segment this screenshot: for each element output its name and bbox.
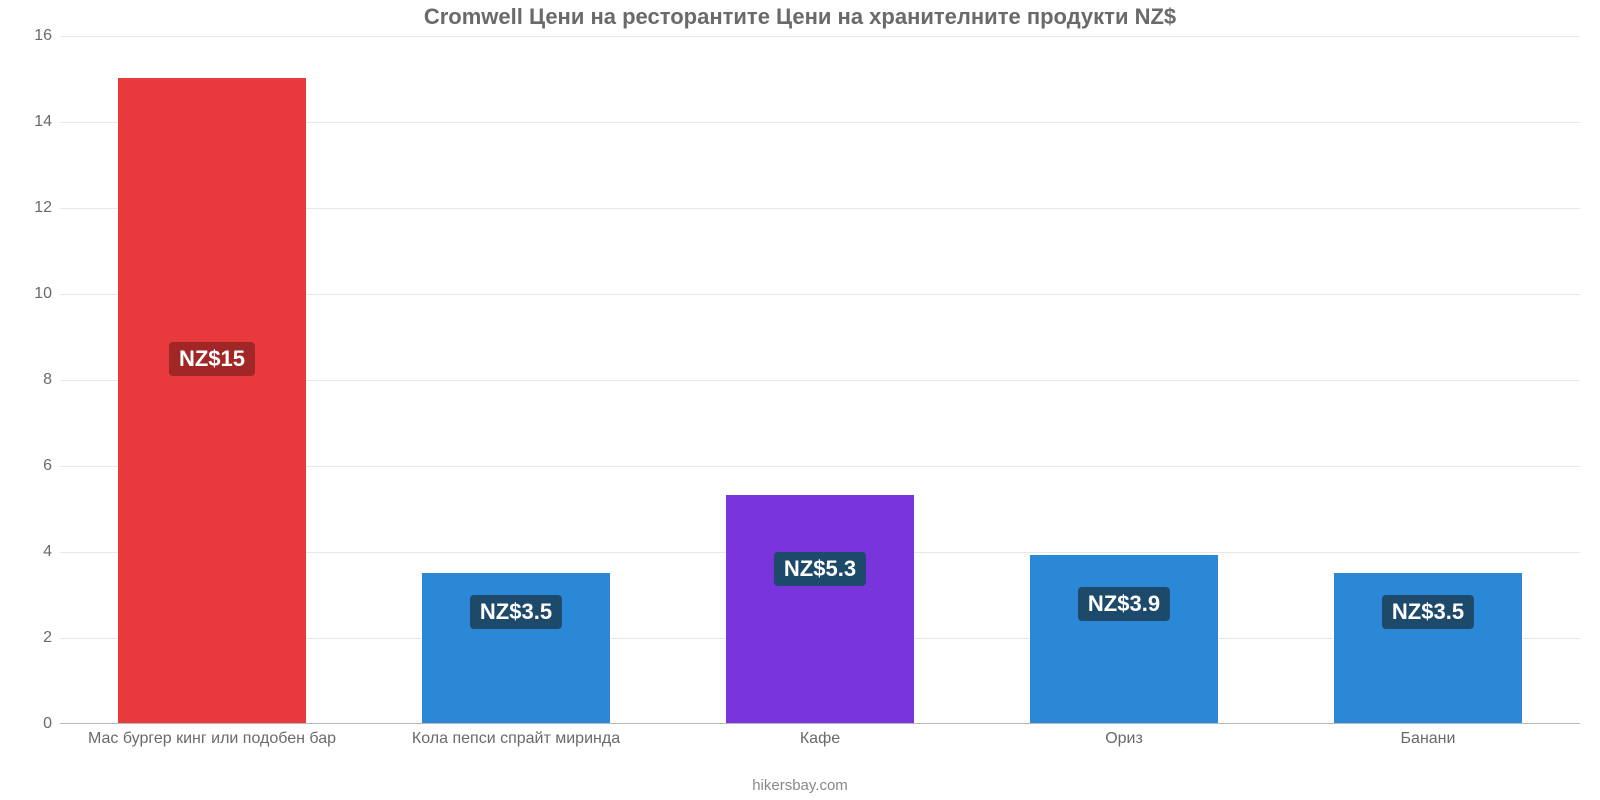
plot-area: NZ$15 NZ$3.5 NZ$5.3 NZ$3.9 NZ$3.5	[60, 36, 1580, 724]
x-tick-label: Банани	[1401, 730, 1456, 748]
value-badge: NZ$3.9	[1078, 587, 1170, 621]
x-tick-label: Мас бургер кинг или подобен бар	[88, 730, 336, 748]
y-tick-label: 4	[12, 543, 52, 561]
x-tick-label: Ориз	[1105, 730, 1143, 748]
gridline	[60, 380, 1580, 381]
y-tick-label: 8	[12, 371, 52, 389]
bar	[726, 495, 914, 723]
bar	[1030, 555, 1218, 723]
value-badge: NZ$5.3	[774, 552, 866, 586]
x-tick-label: Кола пепси спрайт миринда	[412, 730, 620, 748]
value-badge: NZ$15	[169, 342, 255, 376]
price-bar-chart: Cromwell Цени на ресторантите Цени на хр…	[0, 0, 1600, 800]
gridline	[60, 294, 1580, 295]
chart-title: Cromwell Цени на ресторантите Цени на хр…	[0, 4, 1600, 30]
bar	[422, 573, 610, 724]
y-tick-label: 10	[12, 285, 52, 303]
gridline	[60, 208, 1580, 209]
value-badge: NZ$3.5	[1382, 595, 1474, 629]
bar	[1334, 573, 1522, 724]
gridline	[60, 638, 1580, 639]
attribution-text: hikersbay.com	[0, 777, 1600, 794]
gridline	[60, 552, 1580, 553]
y-tick-label: 12	[12, 199, 52, 217]
y-tick-label: 6	[12, 457, 52, 475]
gridline	[60, 122, 1580, 123]
y-tick-label: 0	[12, 715, 52, 733]
y-tick-label: 14	[12, 113, 52, 131]
y-tick-label: 16	[12, 27, 52, 45]
y-tick-label: 2	[12, 629, 52, 647]
value-badge: NZ$3.5	[470, 595, 562, 629]
x-tick-label: Кафе	[800, 730, 840, 748]
bar	[118, 78, 306, 723]
gridline	[60, 36, 1580, 37]
gridline	[60, 466, 1580, 467]
